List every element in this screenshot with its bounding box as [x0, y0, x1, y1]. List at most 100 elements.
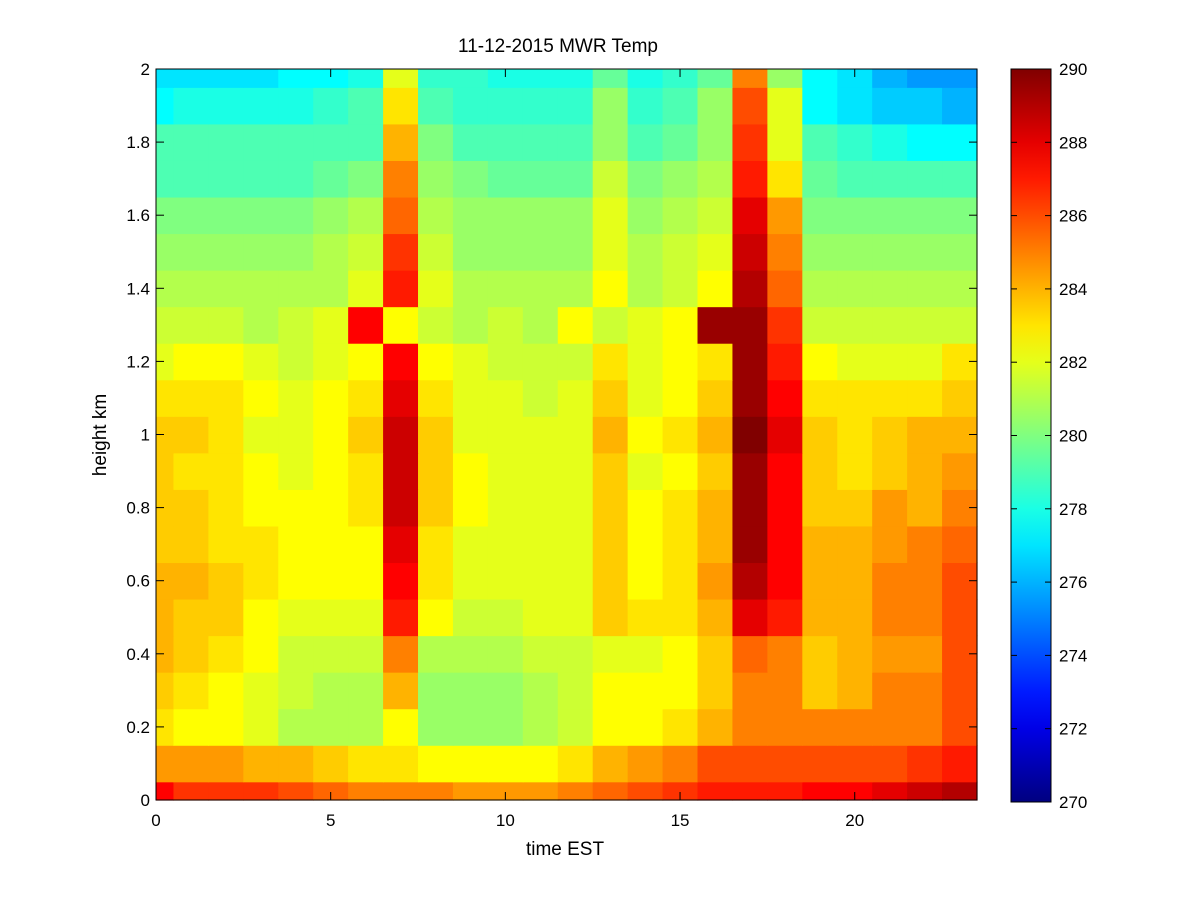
- heatmap-cell: [802, 452, 838, 490]
- heatmap-cell: [522, 708, 559, 746]
- heatmap-cell: [837, 69, 873, 88]
- heatmap-cell: [452, 416, 489, 454]
- heatmap-cell: [907, 343, 943, 381]
- heatmap-cell: [732, 87, 768, 125]
- heatmap-cell: [452, 745, 489, 783]
- heatmap-cell: [487, 489, 524, 527]
- heatmap-cell: [802, 270, 838, 308]
- heatmap-cell: [383, 416, 419, 454]
- heatmap-cell: [156, 343, 175, 381]
- heatmap-cell: [243, 69, 279, 88]
- x-tick-label: 15: [671, 811, 690, 830]
- heatmap-cell: [383, 781, 419, 801]
- heatmap-cell: [872, 87, 908, 125]
- heatmap-cell: [627, 69, 664, 88]
- heatmap-cell: [872, 708, 908, 746]
- heatmap-cell: [767, 525, 803, 564]
- heatmap-cell: [487, 781, 524, 801]
- heatmap-cell: [907, 635, 943, 673]
- heatmap-cell: [907, 708, 943, 746]
- heatmap-cell: [627, 343, 664, 381]
- heatmap-cell: [278, 708, 314, 746]
- heatmap-cell: [156, 635, 175, 673]
- heatmap-cell: [278, 69, 314, 88]
- heatmap-cell: [767, 270, 803, 308]
- heatmap-cell: [487, 525, 524, 564]
- heatmap-cell: [243, 233, 279, 271]
- heatmap-cell: [767, 452, 803, 490]
- heatmap-cell: [907, 672, 943, 710]
- heatmap-cell: [557, 781, 594, 801]
- heatmap-cell: [208, 562, 244, 600]
- heatmap-cell: [627, 525, 664, 564]
- colorbar-tick-label: 276: [1059, 573, 1087, 592]
- heatmap-cell: [557, 160, 594, 198]
- heatmap-cell: [383, 708, 419, 746]
- heatmap-cell: [592, 452, 629, 490]
- heatmap-cell: [452, 489, 489, 527]
- heatmap-cell: [837, 635, 873, 673]
- heatmap-cell: [732, 708, 768, 746]
- colorbar-tick-label: 290: [1059, 60, 1087, 79]
- heatmap-cell: [767, 781, 803, 801]
- heatmap-cell: [907, 452, 943, 490]
- heatmap-cell: [487, 69, 524, 88]
- heatmap-cell: [278, 416, 314, 454]
- heatmap-cell: [487, 87, 524, 125]
- heatmap-cell: [156, 452, 175, 490]
- heatmap-cell: [732, 379, 768, 417]
- heatmap-cell: [487, 416, 524, 454]
- heatmap-cell: [156, 69, 175, 88]
- heatmap-cell: [907, 745, 943, 783]
- heatmap-cell: [627, 233, 664, 271]
- heatmap-cell: [837, 525, 873, 564]
- heatmap-cell: [837, 708, 873, 746]
- heatmap-cell: [156, 306, 175, 344]
- heatmap-cell: [452, 598, 489, 637]
- y-tick-label: 2: [141, 60, 150, 79]
- heatmap-cell: [313, 379, 349, 417]
- heatmap-cell: [802, 306, 838, 344]
- heatmap-cell: [208, 745, 244, 783]
- heatmap-cell: [697, 562, 734, 600]
- heatmap-cell: [732, 416, 768, 454]
- heatmap-cell: [156, 196, 175, 235]
- heatmap-cell: [907, 562, 943, 600]
- heatmap-cell: [802, 87, 838, 125]
- heatmap-cell: [592, 69, 629, 88]
- heatmap-cell: [173, 69, 210, 88]
- heatmap-cell: [313, 306, 349, 344]
- heatmap-cell: [487, 270, 524, 308]
- heatmap-cell: [487, 233, 524, 271]
- y-tick-label: 0.4: [126, 645, 150, 664]
- heatmap-cell: [627, 745, 664, 783]
- heatmap-cell: [872, 160, 908, 198]
- heatmap-cell: [173, 635, 210, 673]
- heatmap-cell: [383, 306, 419, 344]
- heatmap-cell: [348, 635, 384, 673]
- heatmap-cell: [697, 233, 734, 271]
- heatmap-cell: [907, 489, 943, 527]
- heatmap-cell: [592, 562, 629, 600]
- heatmap-cell: [697, 745, 734, 783]
- heatmap-cell: [697, 416, 734, 454]
- heatmap-cell: [208, 87, 244, 125]
- heatmap-cell: [452, 708, 489, 746]
- heatmap-cell: [383, 233, 419, 271]
- heatmap-cell: [418, 123, 454, 161]
- heatmap-cell: [557, 343, 594, 381]
- heatmap-cell: [732, 672, 768, 710]
- heatmap-cell: [383, 196, 419, 235]
- heatmap-cell: [837, 343, 873, 381]
- heatmap-cell: [208, 306, 244, 344]
- heatmap-cell: [802, 416, 838, 454]
- heatmap-cell: [418, 233, 454, 271]
- heatmap-cell: [383, 87, 419, 125]
- heatmap-cell: [313, 123, 349, 161]
- heatmap-cell: [173, 745, 210, 783]
- heatmap-cell: [243, 416, 279, 454]
- chart-title: 11-12-2015 MWR Temp: [458, 36, 658, 57]
- heatmap-cell: [313, 87, 349, 125]
- heatmap-cell: [662, 87, 699, 125]
- heatmap-cell: [173, 343, 210, 381]
